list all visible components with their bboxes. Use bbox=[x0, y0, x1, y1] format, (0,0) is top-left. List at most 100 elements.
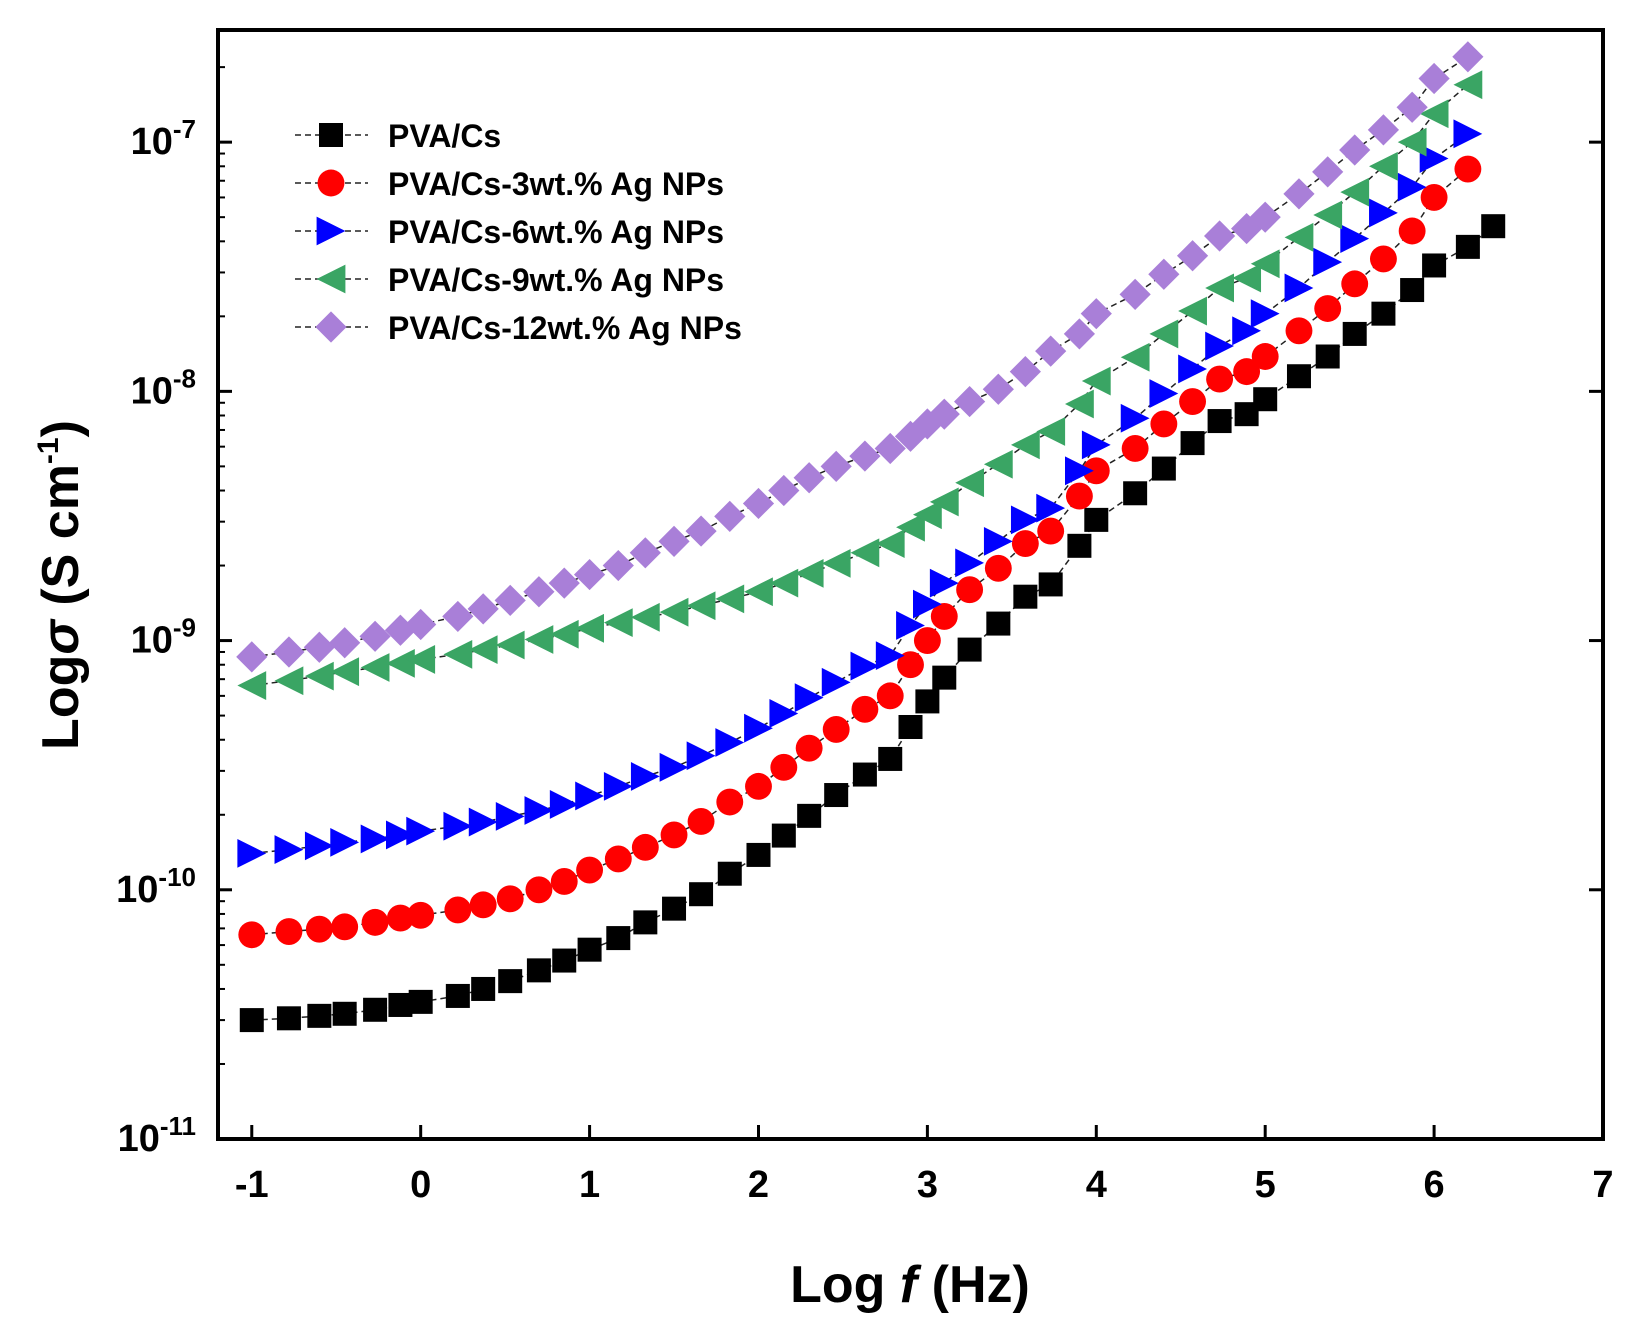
data-point bbox=[689, 882, 714, 907]
data-point bbox=[1367, 114, 1400, 146]
data-point bbox=[1207, 409, 1232, 434]
data-point bbox=[1009, 356, 1041, 388]
x-axis-title: Log f (Hz) bbox=[790, 1256, 1030, 1314]
data-point bbox=[1036, 493, 1066, 523]
data-point bbox=[1340, 224, 1370, 254]
data-point bbox=[603, 608, 633, 638]
data-point bbox=[468, 807, 498, 837]
data-point bbox=[1038, 572, 1063, 597]
x-tick-label: 5 bbox=[1255, 1164, 1276, 1206]
data-point bbox=[604, 845, 632, 873]
data-point bbox=[406, 816, 436, 846]
data-point bbox=[714, 500, 746, 532]
data-point bbox=[405, 608, 437, 641]
data-point bbox=[770, 753, 798, 781]
data-point bbox=[550, 868, 578, 895]
data-point bbox=[1013, 584, 1038, 609]
data-point bbox=[384, 614, 417, 646]
data-point bbox=[1455, 234, 1480, 259]
data-point bbox=[932, 665, 957, 690]
data-point bbox=[746, 842, 771, 867]
data-point bbox=[1454, 155, 1482, 183]
data-point bbox=[1312, 156, 1344, 188]
data-point bbox=[820, 450, 852, 482]
data-point bbox=[1286, 364, 1311, 389]
x-tick-label: 1 bbox=[579, 1164, 600, 1206]
data-point bbox=[659, 752, 689, 782]
data-point bbox=[1082, 457, 1110, 485]
data-point bbox=[1313, 247, 1343, 277]
data-point bbox=[408, 989, 433, 1014]
legend-label: PVA/Cs bbox=[388, 118, 501, 154]
data-point bbox=[929, 568, 959, 598]
data-point bbox=[303, 631, 335, 663]
data-point bbox=[878, 746, 903, 771]
data-point bbox=[1063, 318, 1096, 350]
x-tick-label: 7 bbox=[1592, 1164, 1613, 1206]
data-point bbox=[496, 885, 524, 913]
data-point bbox=[715, 728, 745, 757]
data-point bbox=[549, 619, 579, 649]
data-point bbox=[659, 597, 689, 627]
data-point bbox=[360, 824, 390, 854]
data-point bbox=[1205, 273, 1234, 303]
data-point bbox=[1010, 430, 1040, 460]
data-point bbox=[331, 913, 359, 941]
data-point bbox=[795, 734, 823, 762]
data-point bbox=[744, 577, 773, 607]
data-point bbox=[575, 781, 604, 811]
data-point bbox=[330, 657, 360, 687]
data-point bbox=[1206, 365, 1234, 393]
data-point bbox=[1453, 70, 1483, 100]
data-point bbox=[875, 641, 905, 671]
data-point bbox=[1120, 403, 1150, 433]
legend: PVA/Cs PVA/Cs-3wt.% Ag NPs PVA/Cs-6wt.% Ag… bbox=[295, 118, 742, 346]
data-point bbox=[495, 630, 525, 660]
data-point bbox=[794, 559, 824, 588]
data-point bbox=[388, 992, 413, 1017]
data-point bbox=[1036, 417, 1066, 446]
data-point bbox=[1233, 358, 1261, 386]
data-point bbox=[1285, 317, 1313, 345]
data-point bbox=[361, 908, 389, 936]
data-point bbox=[912, 500, 942, 530]
data-point bbox=[957, 637, 982, 662]
data-point bbox=[1203, 220, 1236, 252]
data-point bbox=[717, 861, 742, 886]
data-point bbox=[771, 823, 796, 848]
data-point bbox=[1232, 263, 1262, 293]
data-point bbox=[575, 613, 604, 643]
data-point bbox=[630, 602, 660, 632]
data-point bbox=[742, 487, 775, 520]
data-point bbox=[526, 958, 551, 983]
data-point bbox=[1067, 533, 1092, 558]
data-point bbox=[1149, 379, 1179, 408]
data-point bbox=[1148, 258, 1180, 290]
data-point bbox=[330, 827, 360, 857]
data-point bbox=[1371, 301, 1396, 326]
data-point bbox=[687, 808, 715, 835]
data-point bbox=[524, 625, 554, 654]
data-point bbox=[982, 373, 1014, 405]
x-tick-label: 2 bbox=[748, 1164, 769, 1206]
data-point bbox=[821, 667, 851, 697]
data-point bbox=[359, 620, 391, 652]
data-point bbox=[929, 487, 959, 517]
data-point bbox=[1065, 389, 1094, 419]
data-point bbox=[1011, 530, 1039, 558]
data-point bbox=[851, 695, 879, 723]
data-point bbox=[407, 901, 435, 929]
data-point bbox=[913, 627, 941, 655]
data-point bbox=[1080, 298, 1112, 330]
data-point bbox=[1251, 343, 1279, 370]
data-point bbox=[1178, 296, 1207, 326]
legend-marker bbox=[317, 169, 345, 197]
data-point bbox=[1176, 240, 1209, 272]
data-point bbox=[1081, 366, 1111, 396]
data-point bbox=[633, 910, 658, 935]
data-point bbox=[658, 525, 690, 558]
data-point bbox=[630, 762, 660, 791]
series-line bbox=[251, 56, 1469, 658]
data-point bbox=[956, 576, 984, 604]
data-point bbox=[606, 926, 631, 951]
